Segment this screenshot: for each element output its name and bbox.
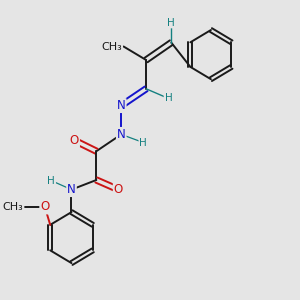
Text: O: O	[70, 134, 79, 147]
Text: CH₃: CH₃	[2, 202, 23, 212]
Text: N: N	[117, 99, 126, 112]
Text: H: H	[47, 176, 55, 186]
Text: CH₃: CH₃	[101, 41, 122, 52]
Text: H: H	[167, 17, 175, 28]
Text: H: H	[140, 137, 147, 148]
Text: H: H	[164, 93, 172, 103]
Text: N: N	[67, 183, 76, 196]
Text: N: N	[117, 128, 126, 141]
Text: O: O	[40, 200, 50, 214]
Text: O: O	[114, 183, 123, 196]
